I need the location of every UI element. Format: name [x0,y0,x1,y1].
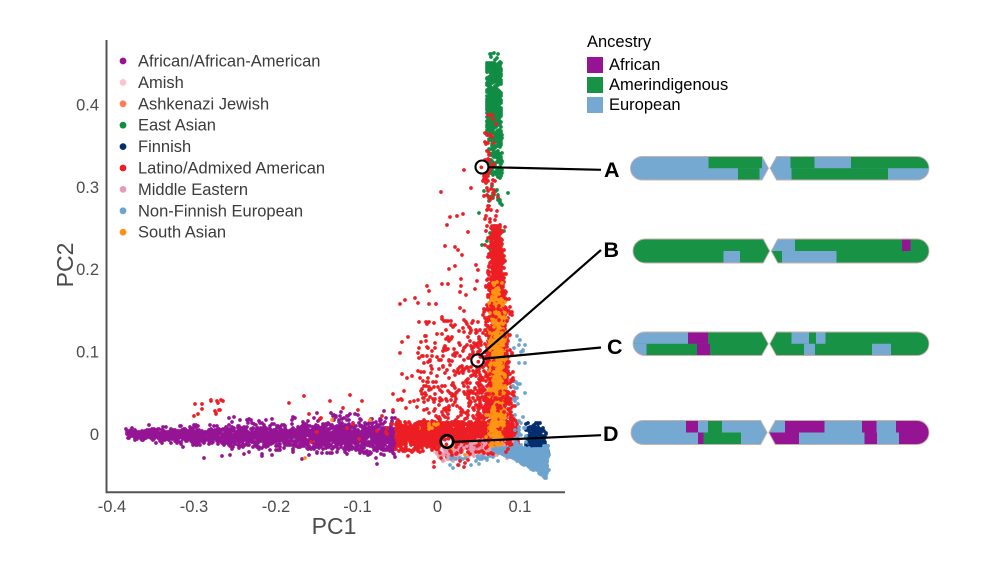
svg-text:0.2: 0.2 [76,261,99,279]
svg-text:0: 0 [90,426,99,444]
svg-text:PC1: PC1 [312,513,357,539]
svg-text:-0.4: -0.4 [98,498,126,516]
svg-text:A: A [604,158,620,182]
svg-text:PC2: PC2 [52,243,78,288]
svg-text:East Asian: East Asian [138,117,216,135]
svg-text:-0.2: -0.2 [262,498,290,516]
svg-text:European: European [609,96,681,114]
svg-text:Finnish: Finnish [138,138,191,156]
svg-text:-0.3: -0.3 [180,498,208,516]
svg-text:0.4: 0.4 [76,97,99,115]
svg-text:C: C [607,335,623,359]
svg-text:0.3: 0.3 [76,179,99,197]
svg-text:Non-Finnish European: Non-Finnish European [138,202,303,220]
svg-text:0.1: 0.1 [509,498,532,516]
svg-text:0: 0 [433,498,442,516]
svg-text:Middle Eastern: Middle Eastern [138,181,248,199]
svg-text:African: African [609,56,660,74]
svg-text:Amish: Amish [138,74,184,92]
svg-text:Ashkenazi Jewish: Ashkenazi Jewish [138,95,269,113]
svg-text:-0.1: -0.1 [343,498,371,516]
svg-text:Amerindigenous: Amerindigenous [609,76,728,94]
svg-text:Latino/Admixed American: Latino/Admixed American [138,160,325,178]
svg-text:0.1: 0.1 [76,344,99,362]
svg-text:Ancestry: Ancestry [587,33,652,51]
svg-text:D: D [603,422,619,446]
svg-text:B: B [604,238,620,262]
svg-text:African/African-American: African/African-American [138,53,320,71]
svg-text:South Asian: South Asian [138,224,226,242]
